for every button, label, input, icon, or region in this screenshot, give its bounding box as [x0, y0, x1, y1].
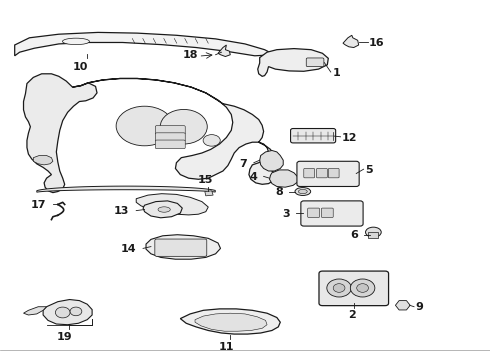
Ellipse shape: [298, 189, 307, 194]
Text: 5: 5: [365, 165, 373, 175]
Ellipse shape: [158, 207, 171, 212]
FancyBboxPatch shape: [306, 58, 324, 67]
Polygon shape: [33, 156, 53, 165]
Polygon shape: [195, 313, 267, 331]
Ellipse shape: [116, 106, 173, 146]
Circle shape: [55, 307, 70, 318]
Polygon shape: [143, 201, 182, 218]
Text: 18: 18: [183, 50, 198, 60]
Circle shape: [70, 307, 82, 316]
Text: 14: 14: [121, 244, 136, 254]
Polygon shape: [24, 307, 47, 315]
Polygon shape: [73, 78, 275, 184]
Text: 3: 3: [282, 209, 290, 219]
FancyBboxPatch shape: [304, 168, 315, 178]
Ellipse shape: [366, 227, 381, 237]
Text: 16: 16: [369, 38, 385, 48]
Text: 1: 1: [332, 68, 340, 78]
FancyBboxPatch shape: [155, 133, 185, 141]
Circle shape: [350, 279, 375, 297]
Polygon shape: [395, 301, 410, 310]
FancyBboxPatch shape: [297, 161, 359, 186]
FancyBboxPatch shape: [155, 126, 185, 134]
Polygon shape: [270, 170, 298, 187]
Polygon shape: [37, 186, 215, 192]
FancyBboxPatch shape: [155, 140, 185, 149]
Polygon shape: [180, 309, 280, 334]
Ellipse shape: [203, 135, 220, 146]
FancyBboxPatch shape: [155, 239, 207, 256]
Text: 19: 19: [57, 332, 73, 342]
Polygon shape: [260, 150, 283, 171]
Ellipse shape: [160, 109, 207, 144]
Circle shape: [333, 284, 345, 292]
Polygon shape: [258, 49, 328, 76]
FancyBboxPatch shape: [308, 208, 319, 217]
Text: 7: 7: [240, 159, 247, 169]
Text: 17: 17: [31, 200, 47, 210]
FancyBboxPatch shape: [321, 208, 333, 217]
FancyBboxPatch shape: [301, 201, 363, 226]
Text: 11: 11: [219, 342, 234, 352]
Polygon shape: [43, 300, 92, 325]
Polygon shape: [136, 194, 208, 215]
Polygon shape: [146, 235, 220, 259]
Text: 13: 13: [114, 206, 129, 216]
FancyBboxPatch shape: [319, 271, 389, 306]
Circle shape: [357, 284, 368, 292]
Polygon shape: [368, 232, 378, 238]
Text: 9: 9: [416, 302, 423, 312]
Ellipse shape: [295, 188, 311, 195]
Polygon shape: [218, 45, 230, 57]
Ellipse shape: [62, 38, 89, 45]
Text: 8: 8: [275, 187, 283, 197]
Polygon shape: [205, 191, 213, 196]
Text: 4: 4: [249, 172, 257, 182]
FancyBboxPatch shape: [328, 168, 339, 178]
Text: 6: 6: [350, 230, 358, 240]
Polygon shape: [24, 74, 97, 193]
Text: 12: 12: [342, 132, 358, 143]
Text: 2: 2: [348, 310, 356, 320]
Polygon shape: [343, 35, 359, 48]
Text: 15: 15: [198, 175, 214, 185]
Circle shape: [327, 279, 351, 297]
Text: 10: 10: [73, 62, 89, 72]
Polygon shape: [15, 32, 274, 56]
FancyBboxPatch shape: [317, 168, 327, 178]
FancyBboxPatch shape: [291, 129, 336, 143]
